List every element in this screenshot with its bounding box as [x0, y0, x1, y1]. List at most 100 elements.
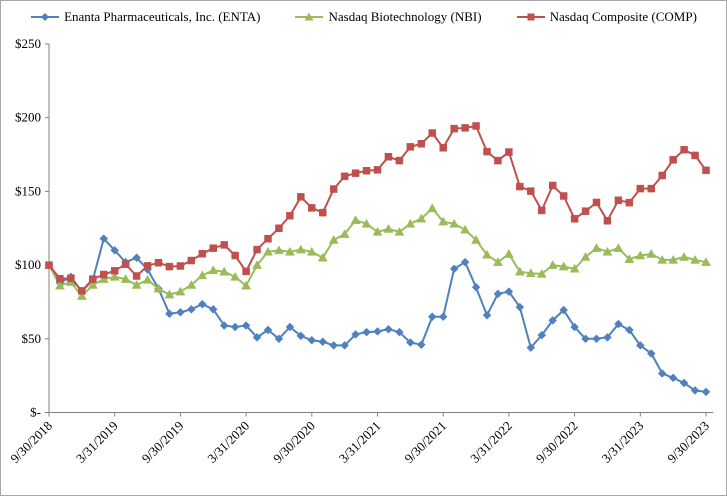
triangle-marker	[624, 254, 635, 263]
square-marker	[253, 245, 261, 254]
triangle-marker	[525, 268, 536, 277]
legend-item-comp: Nasdaq Composite (COMP)	[516, 9, 697, 25]
diamond-marker-icon	[31, 13, 60, 21]
square-marker	[100, 270, 108, 279]
diamond-marker	[581, 334, 590, 344]
square-marker	[132, 272, 141, 280]
triangle-marker	[701, 257, 711, 266]
diamond-marker	[559, 305, 569, 315]
square-marker	[67, 274, 75, 282]
square-marker	[581, 207, 590, 215]
diamond-marker	[241, 321, 251, 330]
square-marker	[362, 167, 371, 175]
diamond-marker	[449, 264, 459, 274]
square-marker	[570, 215, 579, 223]
diamond-marker	[646, 349, 656, 358]
square-marker	[78, 287, 86, 295]
triangle-marker	[558, 261, 569, 271]
square-marker	[658, 171, 666, 180]
y-tick-label: $50	[22, 331, 42, 346]
square-marker	[154, 258, 163, 267]
diamond-marker	[230, 322, 240, 332]
square-marker	[450, 124, 458, 133]
diamond-marker	[471, 282, 481, 292]
diamond-marker	[537, 330, 547, 340]
diamond-marker	[285, 322, 295, 332]
triangle-marker	[482, 249, 492, 259]
triangle-marker	[690, 254, 700, 264]
y-axis-tick-labels: $250 $200 $150 $100 $50 $-	[15, 36, 41, 420]
diamond-marker	[493, 289, 503, 299]
triangle-marker	[383, 223, 394, 233]
triangle-marker	[120, 274, 131, 283]
triangle-marker	[657, 254, 668, 264]
diamond-marker	[263, 325, 273, 335]
triangle-marker	[449, 218, 460, 228]
triangle-marker	[295, 244, 306, 254]
square-marker	[264, 234, 272, 243]
triangle-marker	[252, 260, 262, 269]
diamond-marker	[624, 325, 634, 335]
x-axis-tick-labels: 9/30/2018 3/31/2019 9/30/2019 3/31/2020 9/30…	[7, 418, 712, 466]
square-marker	[494, 156, 502, 165]
square-marker	[406, 143, 415, 151]
triangle-marker	[635, 250, 646, 260]
diamond-marker	[603, 332, 612, 342]
triangle-marker	[142, 274, 153, 284]
square-marker	[384, 153, 393, 161]
x-tick-label: 9/30/2018	[7, 418, 55, 466]
x-tick-label: 3/31/2019	[73, 418, 121, 466]
diamond-marker	[635, 341, 645, 350]
triangle-marker	[569, 263, 580, 273]
triangle-marker	[416, 213, 427, 223]
square-marker	[220, 241, 228, 249]
square-marker	[143, 262, 152, 270]
diamond-marker	[219, 321, 229, 330]
diamond-marker	[186, 304, 196, 314]
square-marker	[527, 187, 535, 195]
diamond-marker	[438, 312, 448, 322]
series-line	[48, 237, 707, 393]
triangle-marker	[591, 243, 602, 252]
square-marker	[417, 140, 426, 148]
triangle-marker	[438, 216, 449, 226]
square-marker	[242, 267, 250, 276]
diamond-marker	[384, 324, 393, 334]
triangle-marker	[87, 279, 98, 289]
axes	[45, 43, 713, 417]
square-marker	[614, 196, 623, 204]
x-tick-label: 3/31/2020	[204, 418, 252, 466]
triangle-marker	[503, 249, 514, 258]
square-marker	[275, 224, 283, 232]
triangle-marker	[109, 271, 120, 281]
triangle-marker	[536, 268, 547, 278]
triangle-marker	[230, 271, 241, 281]
triangle-marker	[602, 246, 613, 256]
diamond-marker	[132, 253, 141, 263]
diamond-marker	[526, 343, 536, 352]
diamond-marker	[176, 307, 185, 317]
diamond-marker	[690, 386, 700, 395]
square-marker	[56, 274, 64, 283]
square-marker	[548, 181, 557, 190]
triangle-marker	[405, 218, 416, 228]
chart-legend: Enanta Pharmaceuticals, Inc. (ENTA) Nasd…	[1, 9, 726, 25]
triangle-marker	[547, 260, 558, 269]
diamond-marker	[110, 246, 120, 255]
y-tick-label: $200	[15, 110, 41, 125]
square-marker	[538, 206, 546, 215]
square-marker	[121, 260, 130, 268]
square-marker	[297, 193, 305, 201]
diamond-marker	[570, 322, 579, 332]
y-tick-label: $150	[15, 183, 41, 198]
diamond-marker	[307, 335, 317, 345]
square-marker	[165, 262, 174, 271]
triangle-marker	[153, 283, 164, 293]
triangle-marker	[164, 289, 175, 299]
triangle-marker	[613, 243, 624, 252]
legend-label-nbi: Nasdaq Biotechnology (NBI)	[328, 9, 482, 24]
square-marker	[691, 151, 699, 160]
x-tick-label: 9/30/2020	[270, 418, 318, 466]
